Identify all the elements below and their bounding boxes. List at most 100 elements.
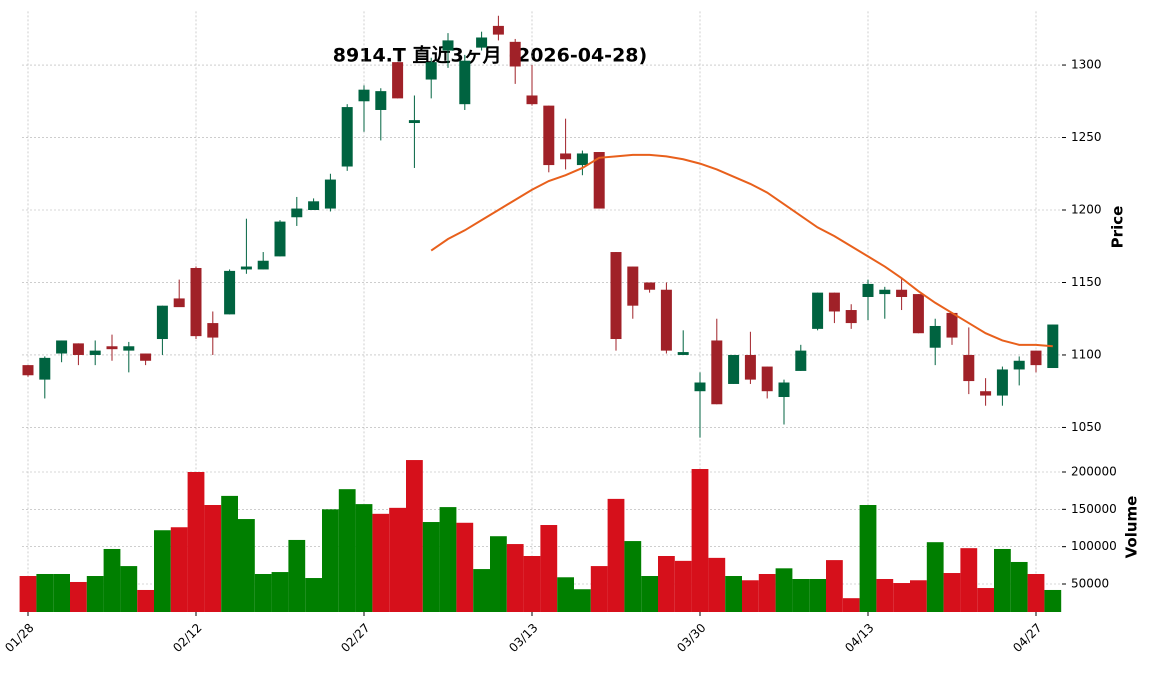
candle-body [812, 292, 824, 329]
candle-body [896, 289, 908, 297]
volume-bar [876, 578, 894, 612]
volume-bar [540, 525, 558, 612]
candle-body [845, 310, 857, 324]
volume-bar [154, 530, 171, 612]
candle-body [56, 340, 68, 354]
volume-bar [70, 581, 87, 612]
volume-bar [792, 578, 810, 612]
candle-body [476, 37, 488, 48]
candle-body [442, 40, 454, 51]
candle-body [308, 201, 320, 211]
candle-body [912, 294, 924, 334]
y-tick-label: 200000 [1071, 465, 1117, 479]
candle-body [190, 267, 202, 337]
volume-bar [960, 548, 978, 612]
candle-body [795, 350, 807, 371]
x-tick-label: 03/30 [674, 621, 708, 655]
volume-bar [204, 505, 222, 612]
volume-bar [439, 507, 457, 612]
candle-body [1030, 350, 1042, 366]
volume-bar [305, 578, 322, 612]
volume-bar [422, 522, 440, 612]
volume-bar [36, 573, 54, 612]
volume-bar [1010, 561, 1028, 612]
volume-bar [607, 498, 625, 612]
volume-bar [624, 541, 642, 612]
x-tick-label: 04/13 [842, 621, 876, 655]
candle-body [291, 208, 303, 218]
volume-bar [473, 569, 490, 612]
candle-body [274, 221, 286, 257]
candle-body [660, 289, 672, 351]
candle-body [224, 270, 236, 315]
volume-bar [456, 522, 474, 612]
candle-body [459, 60, 471, 105]
candle-body [543, 105, 555, 166]
volume-bar [170, 527, 188, 612]
y-tick-label: 100000 [1071, 539, 1117, 553]
volume-bar [406, 460, 423, 612]
candle-body [744, 354, 756, 380]
volume-bar [322, 509, 339, 612]
candle-body [610, 252, 622, 340]
volume-bar [389, 507, 406, 612]
candle-body [358, 89, 370, 102]
volume-bar [758, 573, 776, 612]
candle-body [392, 62, 404, 99]
volume-bar [271, 572, 289, 612]
candle-body [963, 354, 975, 382]
volume-bar [641, 576, 658, 612]
candle-body [946, 312, 958, 338]
candle-body [140, 353, 152, 361]
price-axis-label: Price [1109, 206, 1127, 249]
candle-body [173, 298, 185, 308]
candle-body [560, 153, 572, 160]
candle-body [207, 323, 219, 338]
volume-bar [691, 469, 709, 612]
candle-body [492, 25, 504, 35]
volume-bar [658, 556, 675, 612]
candle-body [156, 305, 168, 340]
candle-body [89, 350, 101, 355]
volume-bar [775, 568, 793, 612]
volume-bar [355, 504, 373, 612]
volume-bar [221, 495, 238, 612]
candle-body [677, 352, 689, 355]
candle-body [778, 382, 790, 398]
candle-body [341, 107, 353, 167]
candle-body [828, 292, 840, 312]
volume-bar [523, 556, 541, 612]
candle-body [929, 325, 941, 348]
volume-bar [893, 583, 910, 612]
candle-body [408, 120, 420, 124]
x-tick-label: 02/12 [170, 621, 204, 655]
volume-bar [254, 573, 272, 612]
volume-bar [977, 588, 994, 612]
volume-bar [994, 548, 1011, 612]
candle-body [240, 266, 252, 270]
candle-body [761, 366, 773, 392]
candle-body [627, 266, 639, 306]
candle-body [39, 357, 51, 380]
volume-bar [238, 519, 255, 612]
volume-bar [842, 598, 860, 612]
candle-body [375, 91, 387, 110]
volume-bar [137, 589, 154, 612]
volume-bar [910, 580, 927, 612]
volume-bar [338, 489, 356, 612]
y-tick-label: 1050 [1071, 420, 1102, 434]
candle-body [123, 346, 135, 351]
candle-body [106, 346, 118, 350]
y-tick-label: 1300 [1071, 58, 1102, 72]
volume-bar [1044, 589, 1062, 612]
x-tick-label: 03/13 [506, 621, 540, 655]
volume-bar [86, 576, 104, 612]
volume-axis-label: Volume [1123, 496, 1141, 559]
candle-body [257, 260, 269, 270]
chart-title: 8914.T 直近3ヶ月 (2026-04-28) [333, 44, 647, 67]
y-tick-label: 1150 [1071, 275, 1102, 289]
candle-body [22, 365, 34, 376]
candle-body [728, 354, 740, 384]
candle-body [694, 382, 706, 392]
